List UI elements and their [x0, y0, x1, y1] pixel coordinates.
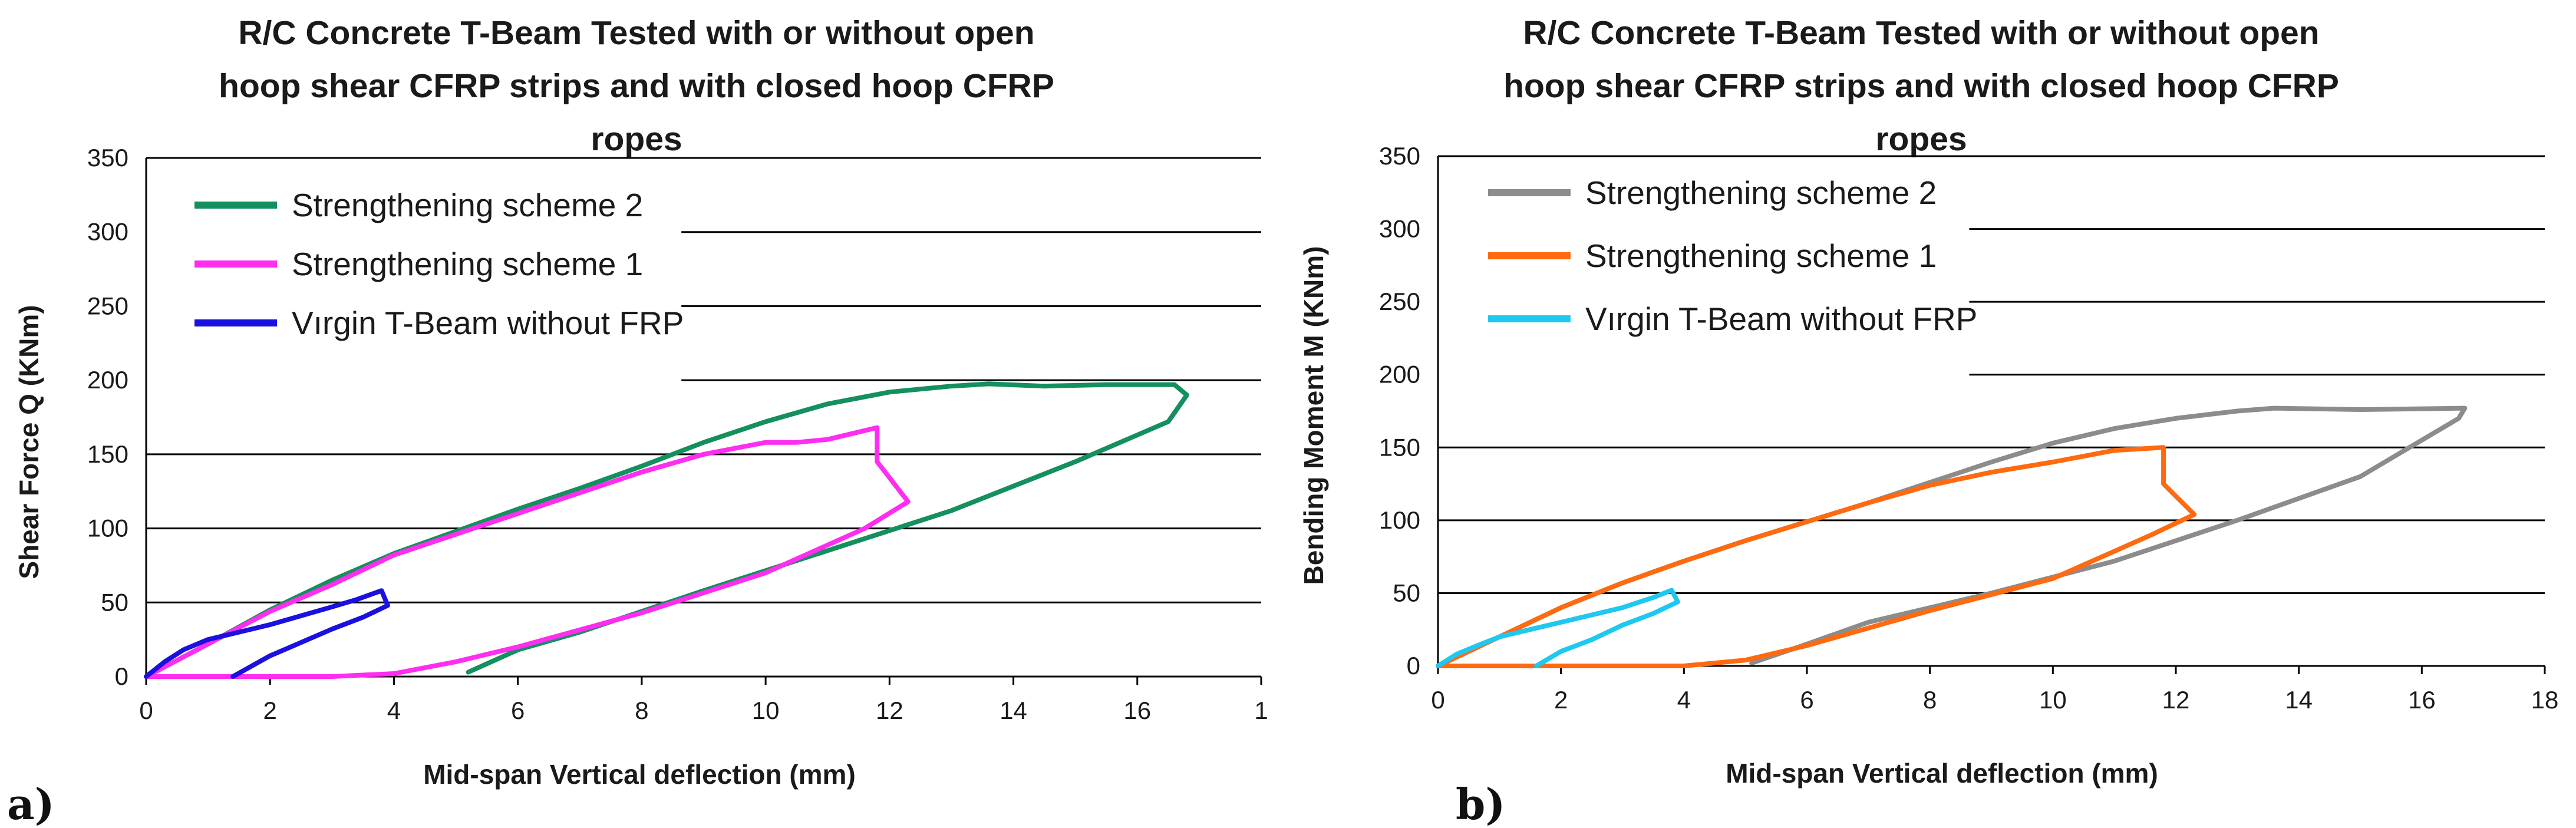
panel-a-label: a): [7, 779, 55, 828]
panel-b-x-axis-title: Mid-span Vertical deflection (mm): [1726, 758, 2158, 789]
panel-a-x-tick-label: 8: [635, 697, 648, 724]
panel-b-title-line-1: R/C Concrete T-Beam Tested with or witho…: [1523, 14, 2319, 52]
panel-a-x-tick-label: 12: [876, 697, 903, 724]
panel-b-x-tick-label: 2: [1554, 686, 1568, 714]
panel-a: R/C Concrete T-Beam Tested with or witho…: [7, 14, 1268, 828]
panel-a-legend-label-1: Strengthening scheme 2: [292, 187, 643, 223]
panel-b-y-tick-label: 150: [1379, 433, 1420, 461]
panel-a-series-line-3: [144, 588, 390, 679]
panel-b: R/C Concrete T-Beam Tested with or witho…: [1298, 14, 2558, 828]
panel-b-x-tick-label: 18: [2531, 686, 2559, 714]
panel-a-series-line-2: [144, 425, 911, 679]
panel-a-series-line-1: [144, 381, 1189, 679]
panel-b-legend: Strengthening scheme 2 Strengthening sche…: [1488, 174, 1977, 337]
panel-a-y-tick-label: 200: [87, 366, 128, 394]
panel-b-y-tick-label: 100: [1379, 506, 1420, 534]
panel-a-x-tick-label: 10: [752, 697, 780, 724]
panel-b-series: [1436, 405, 2468, 668]
panel-a-y-tick-label: 300: [87, 218, 128, 246]
panel-b-y-tick-label: 300: [1379, 215, 1420, 243]
panel-b-x-tick-label: 12: [2162, 686, 2190, 714]
panel-a-legend-label-2: Strengthening scheme 1: [292, 246, 643, 282]
panel-b-x-tick-label: 8: [1923, 686, 1937, 714]
panel-a-x-tick-label: 16: [1123, 697, 1151, 724]
panel-b-legend-label-2: Strengthening scheme 1: [1585, 237, 1937, 274]
panel-b-series-line-3: [1436, 588, 1680, 668]
panel-b-x-tick-label: 16: [2408, 686, 2436, 714]
panel-a-x-tick-label: 4: [387, 697, 401, 724]
panel-b-y-tick-label: 250: [1379, 288, 1420, 315]
panel-b-y-axis-title: Bending Moment M (KNm): [1298, 246, 1329, 585]
panel-b-x-tick-label: 10: [2039, 686, 2067, 714]
panel-a-series: [144, 381, 1189, 679]
panel-b-title-line-3: ropes: [1875, 120, 1967, 158]
panel-a-tick-labels: 0 50 100 150 200 250 300 350 0 2 4 6 8 10 12 14 16 1: [87, 144, 1268, 724]
panel-b-x-tick-label: 4: [1677, 686, 1691, 714]
panel-b-y-tick-label: 200: [1379, 361, 1420, 388]
panel-a-x-axis-title: Mid-span Vertical deflection (mm): [423, 759, 856, 790]
panel-a-legend-label-3: Vırgin T-Beam without FRP: [292, 305, 684, 341]
panel-a-y-tick-label: 50: [101, 588, 128, 616]
panel-a-title-line-2: hoop shear CFRP strips and with closed h…: [219, 67, 1054, 105]
panel-a-y-tick-label: 100: [87, 514, 128, 542]
panel-b-label: b): [1456, 779, 1505, 828]
panel-b-y-tick-label: 350: [1379, 142, 1420, 170]
panel-a-y-tick-label: 0: [115, 662, 128, 690]
panel-a-x-tick-label: 0: [139, 697, 153, 724]
panel-a-title-line-3: ropes: [591, 120, 682, 158]
panel-b-title-line-2: hoop shear CFRP strips and with closed h…: [1503, 67, 2339, 105]
panel-a-y-tick-label: 150: [87, 440, 128, 468]
panel-b-x-tick-label: 0: [1431, 686, 1444, 714]
panel-a-x-tick-label: 14: [1000, 697, 1027, 724]
panel-a-y-axis-title: Shear Force Q (KNm): [14, 305, 44, 579]
panel-b-legend-label-3: Vırgin T-Beam without FRP: [1585, 301, 1977, 337]
panel-a-y-tick-label: 250: [87, 292, 128, 319]
panel-b-series-line-2: [1436, 445, 2197, 668]
panel-a-legend: Strengthening scheme 2 Strengthening sche…: [194, 187, 684, 341]
panel-a-title-line-1: R/C Concrete T-Beam Tested with or witho…: [238, 14, 1034, 52]
panel-a-x-tick-label: 2: [263, 697, 277, 724]
panel-a-gridlines: [145, 157, 1262, 685]
panel-b-x-tick-label: 6: [1800, 686, 1813, 714]
panel-b-y-tick-label: 0: [1407, 652, 1420, 679]
panel-a-y-tick-label: 350: [87, 144, 128, 171]
panel-b-x-tick-label: 14: [2285, 686, 2313, 714]
panel-a-x-tick-label: 6: [511, 697, 525, 724]
panel-b-y-tick-label: 50: [1393, 579, 1420, 606]
panel-b-legend-label-1: Strengthening scheme 2: [1585, 174, 1937, 211]
panel-b-tick-labels: 0 50 100 150 200 250 300 350 0 2 4 6 8 10 12 14 16 18: [1379, 142, 2558, 714]
panel-a-x-tick-label: 1: [1254, 697, 1268, 724]
